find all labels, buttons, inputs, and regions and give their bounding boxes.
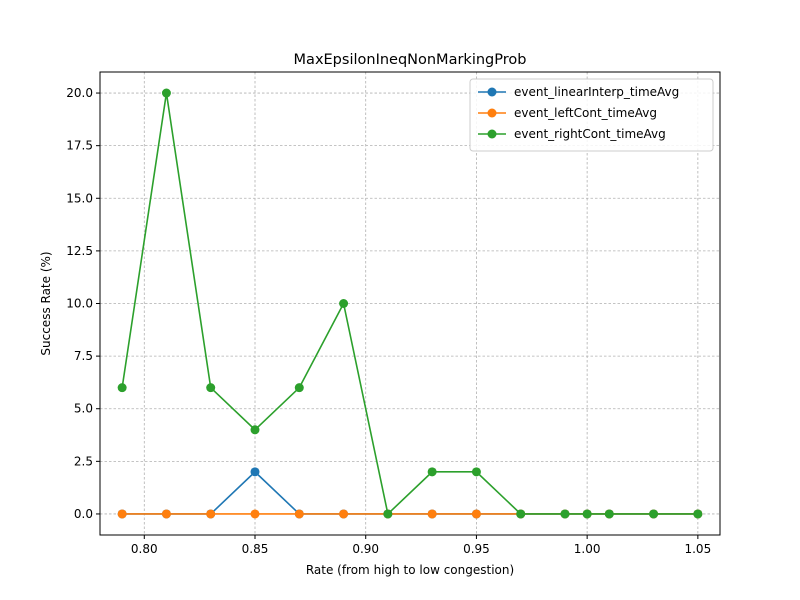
x-tick-label: 0.95 xyxy=(463,542,490,556)
x-tick-label: 1.00 xyxy=(574,542,601,556)
chart-title: MaxEpsilonIneqNonMarkingProb xyxy=(294,52,527,68)
data-point xyxy=(206,509,216,519)
y-tick-label: 2.5 xyxy=(74,454,93,468)
legend-entry: event_leftCont_timeAvg xyxy=(478,106,657,120)
data-point xyxy=(206,383,216,393)
data-point xyxy=(339,509,349,519)
series-layer xyxy=(117,88,703,519)
data-point xyxy=(250,509,260,519)
data-point xyxy=(294,383,304,393)
y-axis-label: Success Rate (%) xyxy=(39,251,53,355)
y-tick-label: 20.0 xyxy=(66,86,93,100)
y-tick-label: 10.0 xyxy=(66,297,93,311)
y-tick-label: 15.0 xyxy=(66,191,93,205)
data-point xyxy=(427,509,437,519)
data-point xyxy=(117,383,127,393)
legend-box xyxy=(469,78,714,152)
data-point xyxy=(117,509,127,519)
legend: event_linearInterp_timeAvg event_leftCont… xyxy=(469,78,714,152)
y-tick-label: 5.0 xyxy=(74,402,93,416)
x-tick-label: 0.90 xyxy=(352,542,379,556)
legend-label: event_rightCont_timeAvg xyxy=(514,127,666,141)
legend-marker xyxy=(487,87,497,97)
x-tick-label: 0.85 xyxy=(242,542,269,556)
legend-label: event_linearInterp_timeAvg xyxy=(514,85,679,99)
series-event_rightCont_timeAvg xyxy=(117,88,703,519)
data-point xyxy=(560,509,570,519)
x-axis: 0.80 0.85 0.90 0.95 1.00 1.05 xyxy=(131,535,711,556)
legend-label: event_leftCont_timeAvg xyxy=(514,106,657,120)
data-point xyxy=(427,467,437,477)
legend-entry: event_rightCont_timeAvg xyxy=(478,127,666,141)
x-tick-label: 1.05 xyxy=(684,542,711,556)
data-point xyxy=(604,509,614,519)
data-point xyxy=(383,509,393,519)
y-tick-label: 12.5 xyxy=(66,244,93,258)
data-point xyxy=(339,299,349,308)
legend-marker xyxy=(487,108,497,118)
legend-entry: event_linearInterp_timeAvg xyxy=(478,85,679,99)
y-tick-label: 7.5 xyxy=(74,349,93,363)
data-point xyxy=(250,467,260,477)
data-point xyxy=(649,509,659,519)
y-axis: 0.0 2.5 5.0 7.5 10.0 12.5 15.0 17.5 20.0 xyxy=(66,86,100,521)
data-point xyxy=(582,509,592,519)
data-point xyxy=(693,509,703,519)
data-point xyxy=(250,425,260,435)
y-tick-label: 0.0 xyxy=(74,507,93,521)
data-point xyxy=(471,467,481,477)
x-axis-label: Rate (from high to low congestion) xyxy=(306,563,514,577)
data-point xyxy=(161,88,171,98)
data-point xyxy=(294,509,304,519)
data-point xyxy=(516,509,526,519)
y-tick-label: 17.5 xyxy=(66,139,93,153)
x-tick-label: 0.80 xyxy=(131,542,158,556)
data-point xyxy=(471,509,481,519)
data-point xyxy=(161,509,171,519)
legend-marker xyxy=(487,129,497,139)
